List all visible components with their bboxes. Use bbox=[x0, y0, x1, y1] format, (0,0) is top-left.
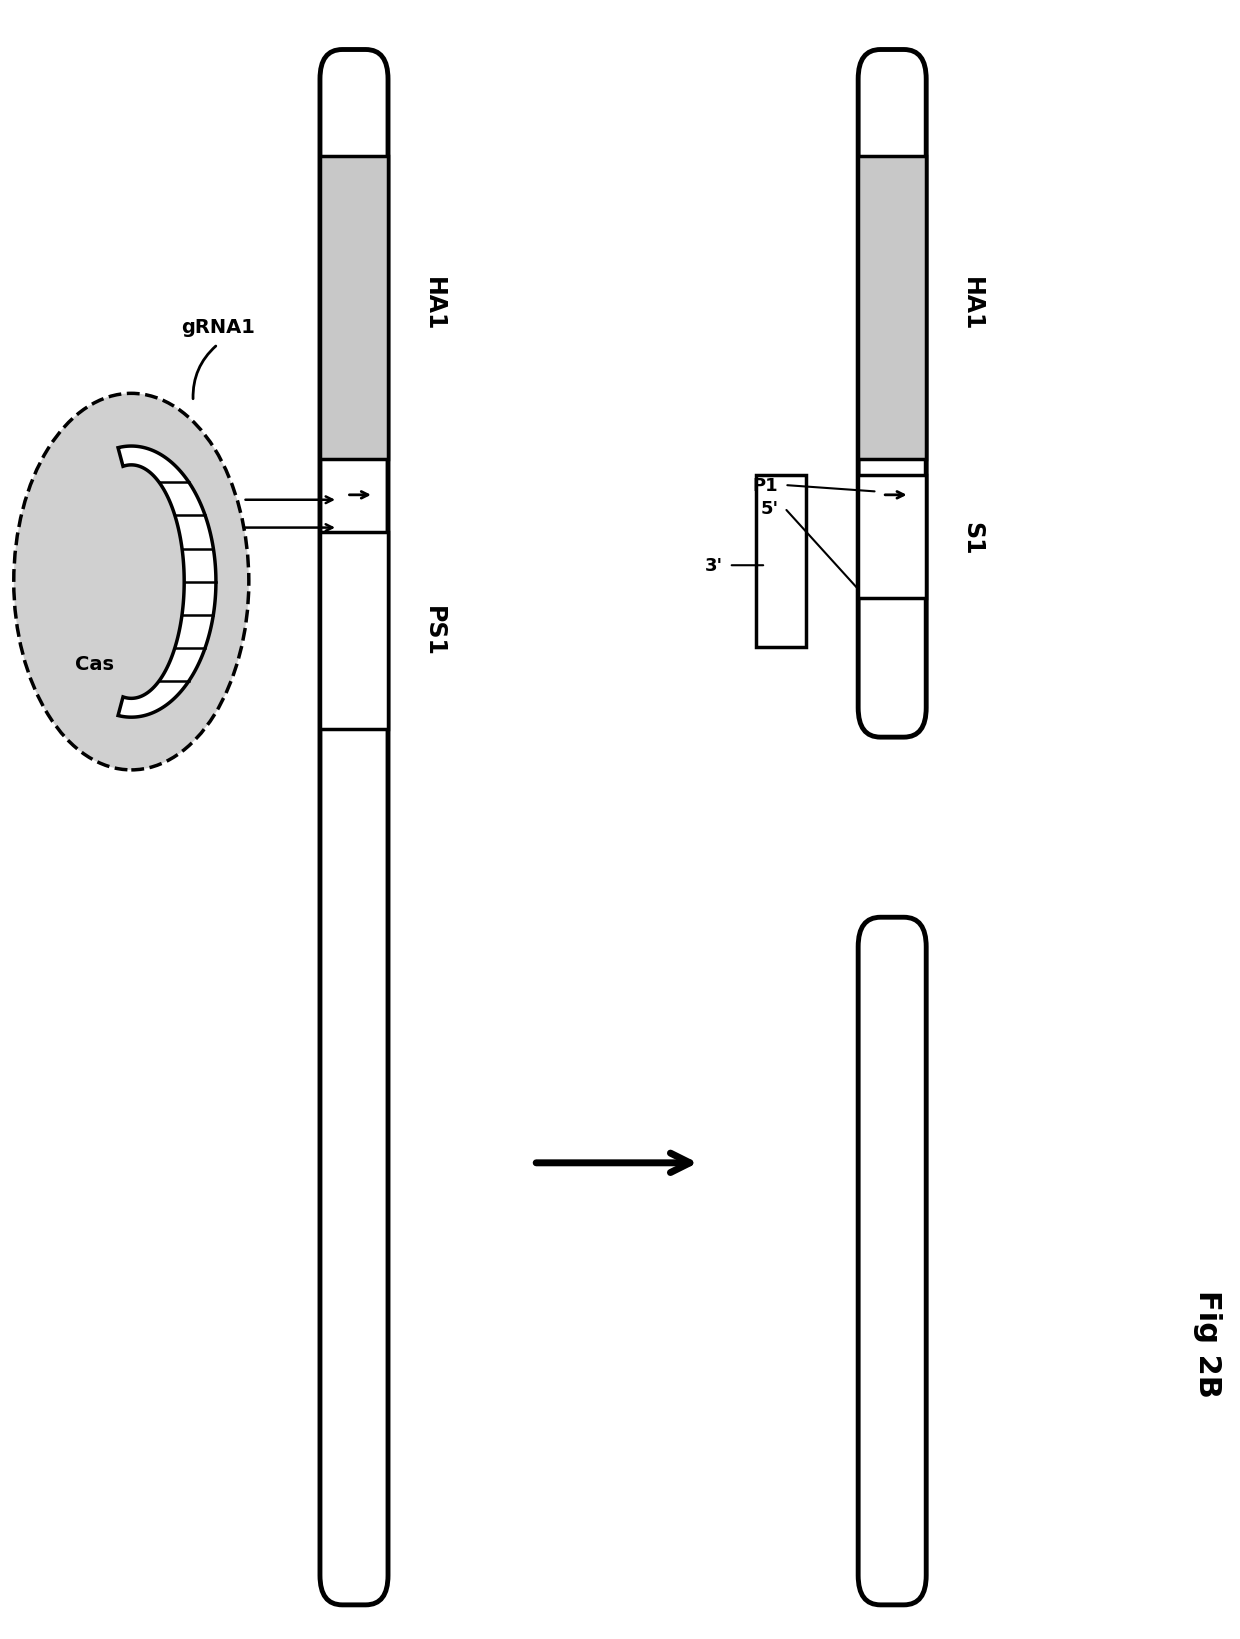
Ellipse shape bbox=[14, 393, 249, 770]
Bar bbox=[320, 157, 388, 459]
Text: Fig 2B: Fig 2B bbox=[1193, 1290, 1223, 1396]
FancyArrowPatch shape bbox=[193, 347, 216, 400]
Bar bbox=[858, 475, 926, 598]
FancyBboxPatch shape bbox=[858, 51, 926, 738]
FancyBboxPatch shape bbox=[320, 51, 388, 1605]
Text: HA1: HA1 bbox=[960, 277, 985, 331]
Text: 5': 5' bbox=[760, 500, 779, 518]
Polygon shape bbox=[118, 447, 216, 718]
Text: Cas: Cas bbox=[74, 654, 114, 674]
Text: S1: S1 bbox=[960, 521, 985, 556]
Text: gRNA1: gRNA1 bbox=[181, 318, 255, 336]
Bar bbox=[320, 533, 388, 729]
Bar bbox=[858, 157, 926, 459]
Text: 3': 3' bbox=[704, 557, 723, 575]
Text: P1: P1 bbox=[753, 477, 779, 495]
Text: PS1: PS1 bbox=[422, 606, 446, 657]
Bar bbox=[756, 475, 806, 647]
FancyBboxPatch shape bbox=[858, 918, 926, 1605]
Text: HA1: HA1 bbox=[422, 277, 446, 331]
